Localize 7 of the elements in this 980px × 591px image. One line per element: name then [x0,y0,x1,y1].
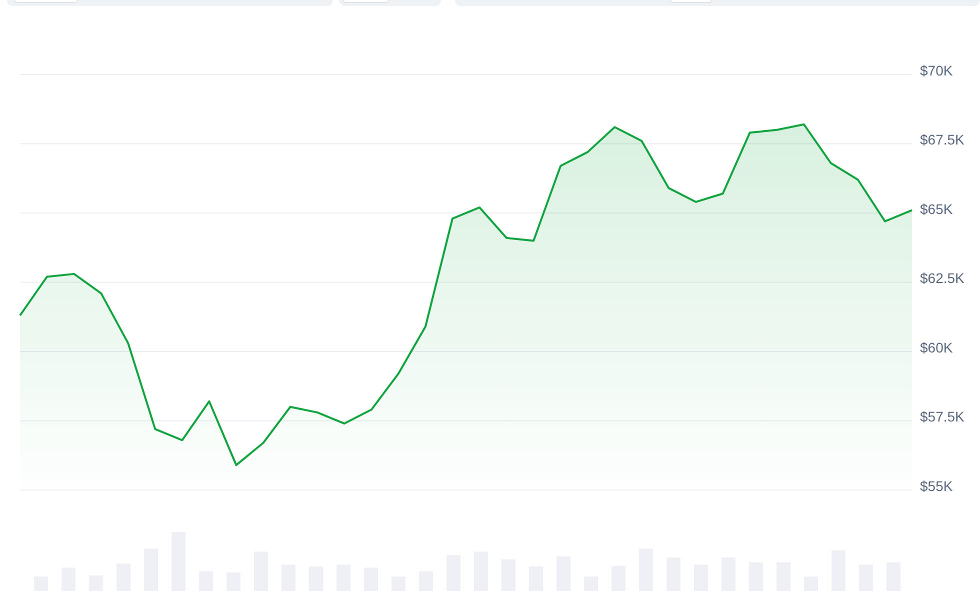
y-tick-label: $67.5K [920,132,966,148]
y-tick-label: $65K [920,200,954,217]
y-tick-label: $57.5K [920,408,966,425]
y-tick-label: $62.5K [920,270,966,286]
y-tick-label: $70K [920,62,954,78]
y-tick-label: $60K [920,339,954,356]
y-tick-label: $55K [920,478,954,494]
